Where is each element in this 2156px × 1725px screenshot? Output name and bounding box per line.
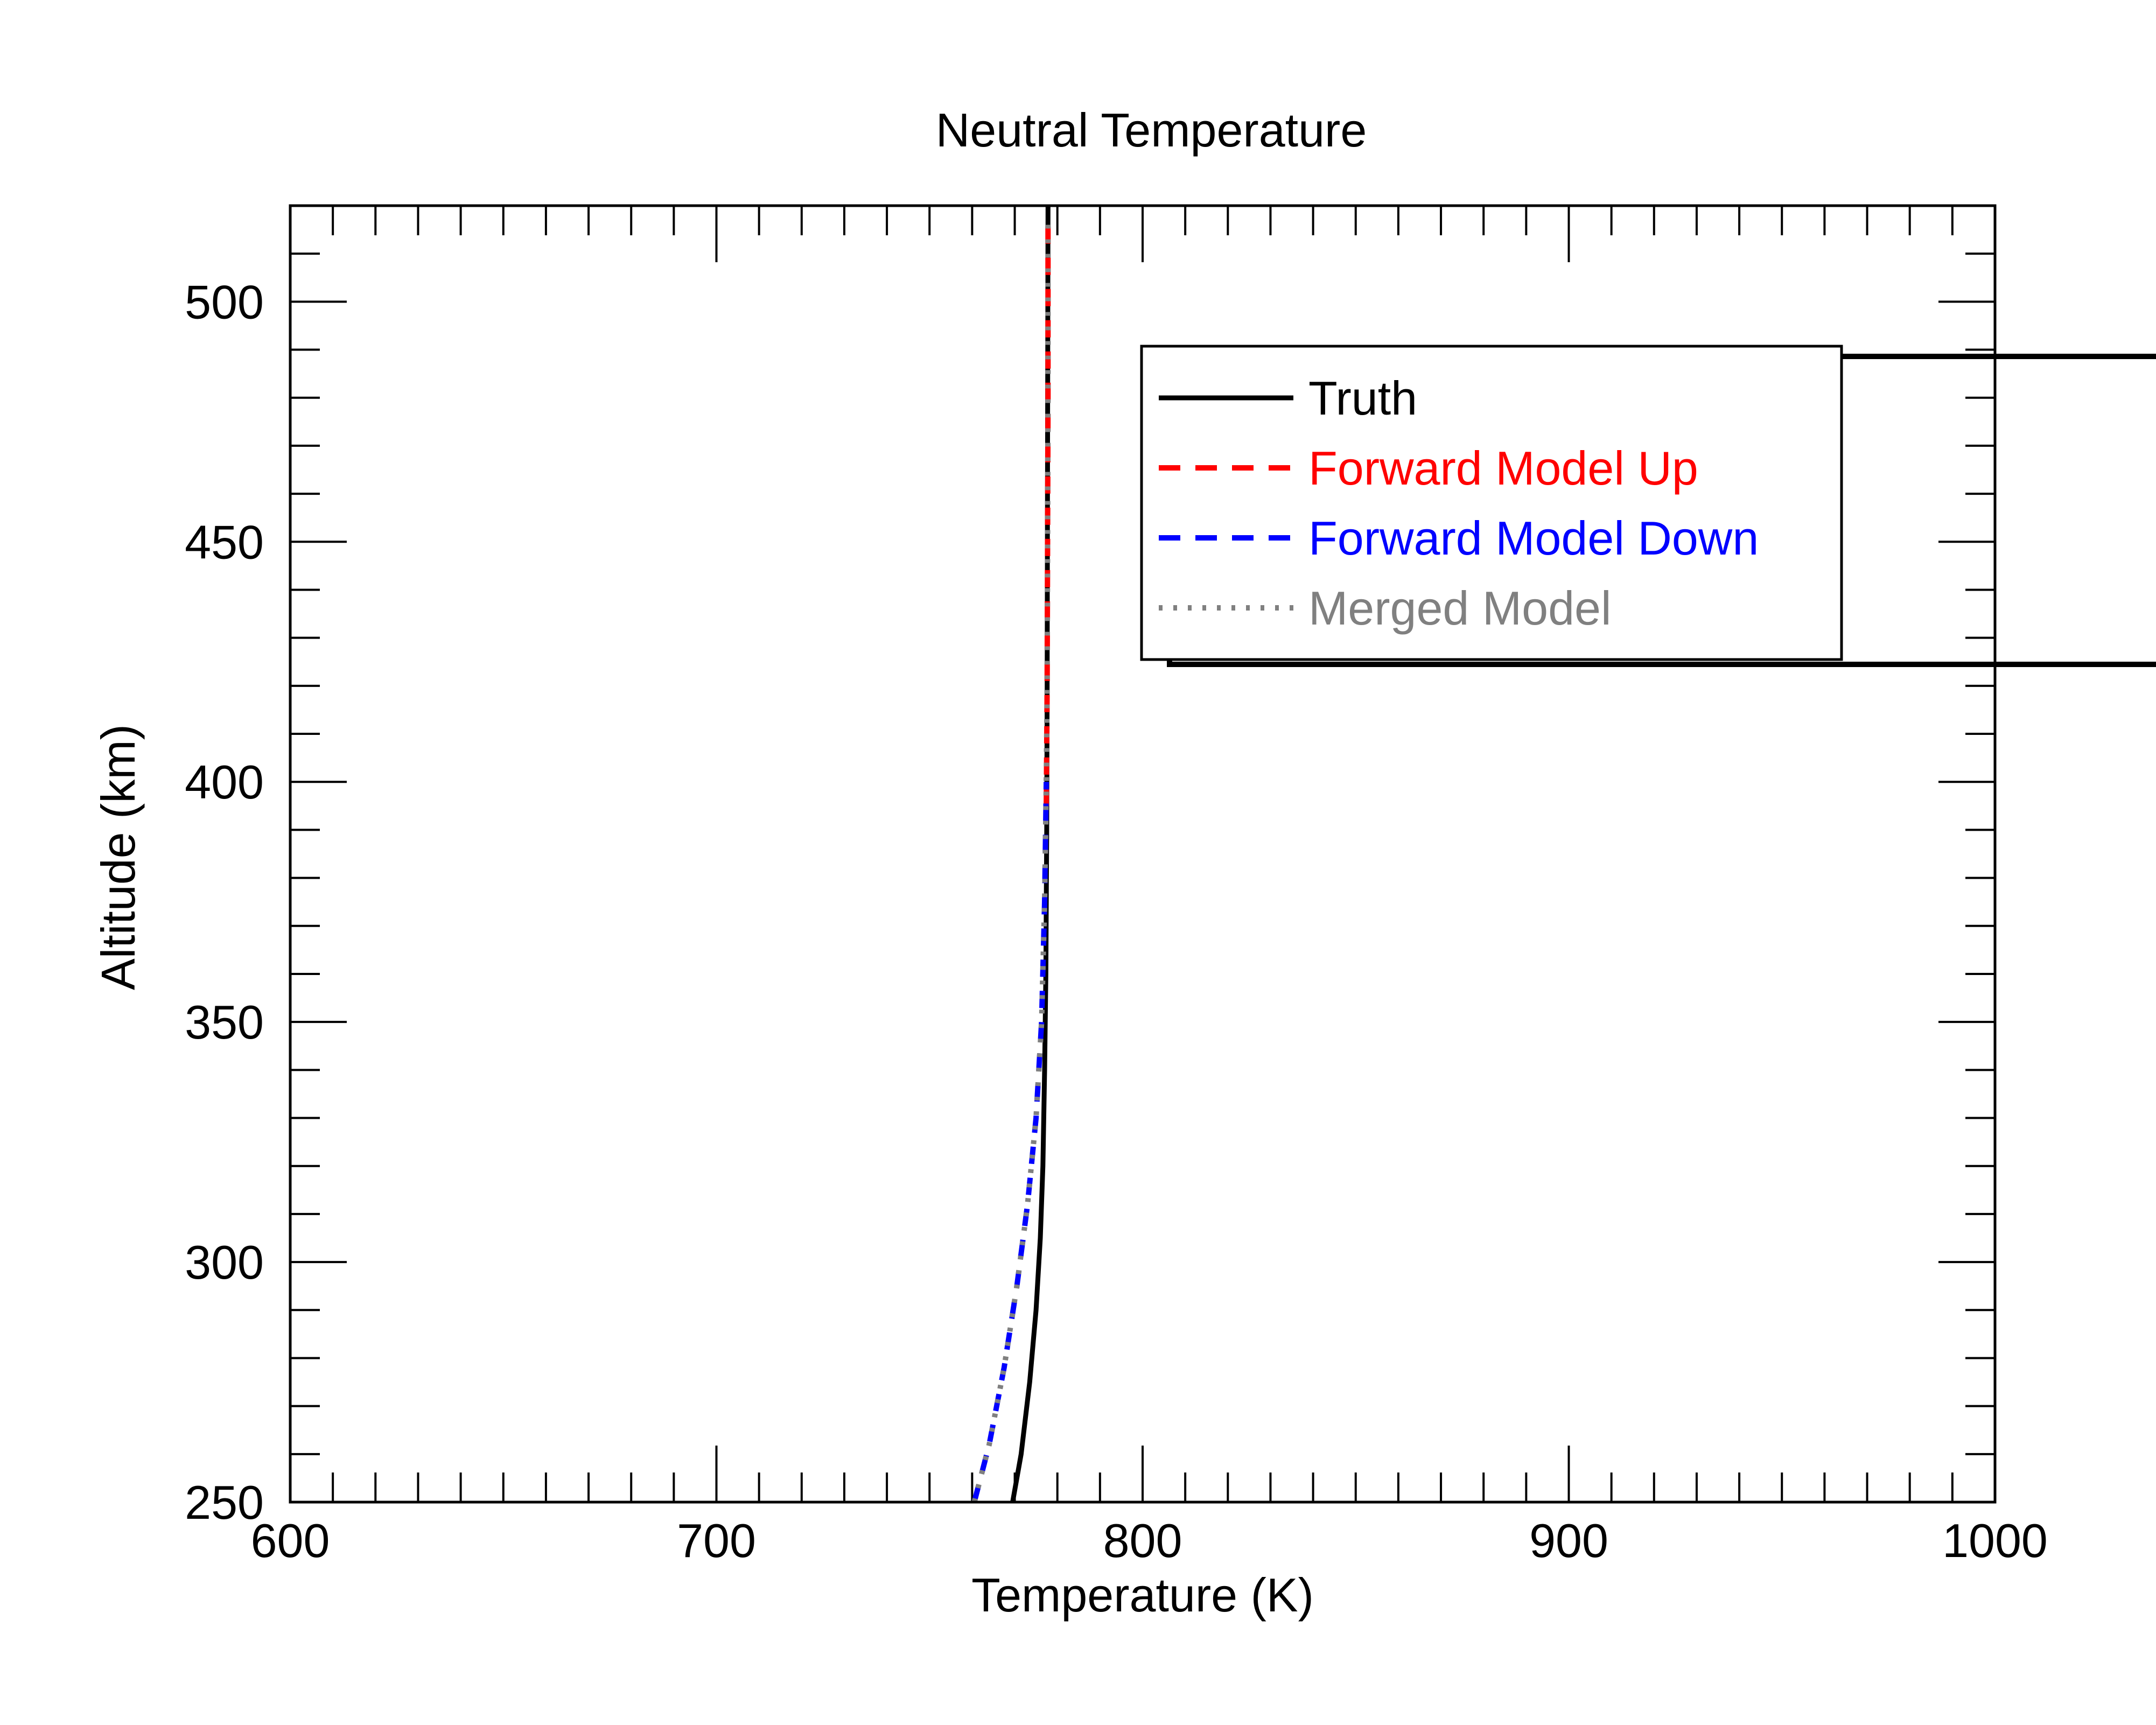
series-line-3: [971, 782, 1049, 1503]
x-axis-label: Temperature (K): [971, 1568, 1314, 1622]
x-tick-label: 800: [1103, 1514, 1182, 1567]
legend-label-2: Forward Model Up: [1308, 441, 1698, 495]
y-axis-label: Altitude (km): [92, 724, 145, 990]
legend: Truth Forward Model Up Forward Model Down M…: [1140, 345, 2156, 667]
y-tick-label: 300: [185, 1236, 264, 1289]
y-tick-label: 350: [185, 995, 264, 1049]
x-tick-label: 700: [677, 1514, 756, 1567]
y-tick-label: 400: [185, 755, 264, 809]
y-tick-label: 450: [185, 515, 264, 569]
x-tick-label: 1000: [1942, 1514, 2048, 1567]
series-line-2: [1044, 215, 1051, 806]
chart-title: Neutral Temperature: [936, 103, 1367, 157]
y-tick-labels: 250 300 350 400 450 500: [185, 275, 264, 1529]
plot-frame: [289, 204, 1997, 1504]
y-tick-label: 500: [185, 275, 264, 328]
x-tick-labels: 600 700 800 900 1000: [251, 1514, 2048, 1567]
y-tick-label: 250: [185, 1476, 264, 1529]
series-layer: [971, 205, 1051, 1503]
legend-label-3: Forward Model Down: [1308, 511, 1759, 565]
x-tick-label: 600: [251, 1514, 330, 1567]
legend-label-1: Truth: [1308, 371, 1417, 425]
x-tick-label: 900: [1529, 1514, 1608, 1567]
legend-items: Truth Forward Model Up Forward Model Down M…: [1159, 371, 1759, 635]
legend-label-4: Merged Model: [1308, 581, 1612, 635]
